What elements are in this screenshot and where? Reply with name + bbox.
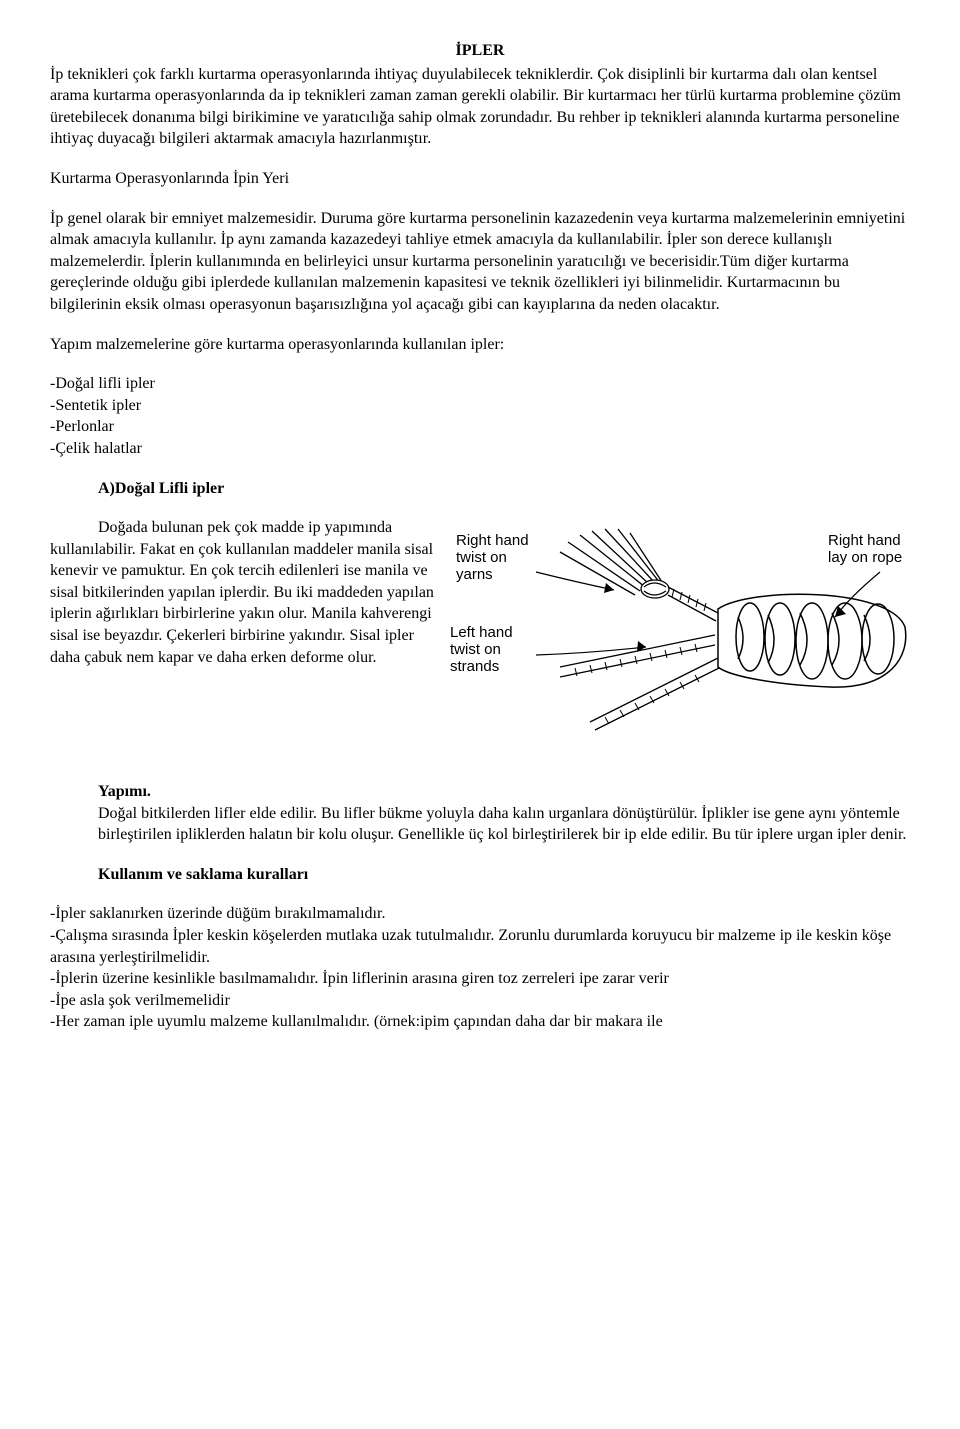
list-item: -İpler saklanırken üzerinde düğüm bırakı… bbox=[50, 903, 910, 925]
rules-heading: Kullanım ve saklama kuralları bbox=[98, 866, 308, 883]
figure-label-yarns: Right hand twist on yarns bbox=[456, 532, 533, 583]
page-title: İPLER bbox=[50, 40, 910, 62]
section1-body: İp genel olarak bir emniyet malzemesidir… bbox=[50, 208, 910, 316]
list-item: -Perlonlar bbox=[50, 416, 910, 438]
list-item: -İpe asla şok verilmemelidir bbox=[50, 990, 910, 1012]
materials-list: -Doğal lifli ipler -Sentetik ipler -Perl… bbox=[50, 373, 910, 459]
section1-heading: Kurtarma Operasyonlarında İpin Yeri bbox=[50, 168, 910, 190]
figure-label-strands: Left hand twist on strands bbox=[450, 624, 517, 675]
yapimi-heading: Yapımı. bbox=[98, 783, 151, 800]
list-item: -Doğal lifli ipler bbox=[50, 373, 910, 395]
intro-paragraph: İp teknikleri çok farklı kurtarma operas… bbox=[50, 64, 910, 150]
yapimi-block: Yapımı. Doğal bitkilerden lifler elde ed… bbox=[98, 781, 910, 846]
section-a-body: Right hand twist on yarns Left hand twis… bbox=[50, 517, 910, 763]
list-item: -Her zaman iple uyumlu malzeme kullanılm… bbox=[50, 1011, 910, 1033]
list-item: -İplerin üzerine kesinlikle basılmamalıd… bbox=[50, 968, 910, 990]
rope-diagram: Right hand twist on yarns Left hand twis… bbox=[450, 517, 910, 757]
list-item: -Çelik halatlar bbox=[50, 438, 910, 460]
rules-list: -İpler saklanırken üzerinde düğüm bırakı… bbox=[50, 903, 910, 1033]
materials-intro: Yapım malzemelerine göre kurtarma operas… bbox=[50, 334, 910, 356]
section-a-heading: A)Doğal Lifli ipler bbox=[98, 480, 224, 497]
list-item: -Sentetik ipler bbox=[50, 395, 910, 417]
figure-label-lay: Right hand lay on rope bbox=[828, 532, 905, 566]
list-item: -Çalışma sırasında İpler keskin köşelerd… bbox=[50, 925, 910, 968]
yapimi-body: Doğal bitkilerden lifler elde edilir. Bu… bbox=[98, 805, 906, 844]
